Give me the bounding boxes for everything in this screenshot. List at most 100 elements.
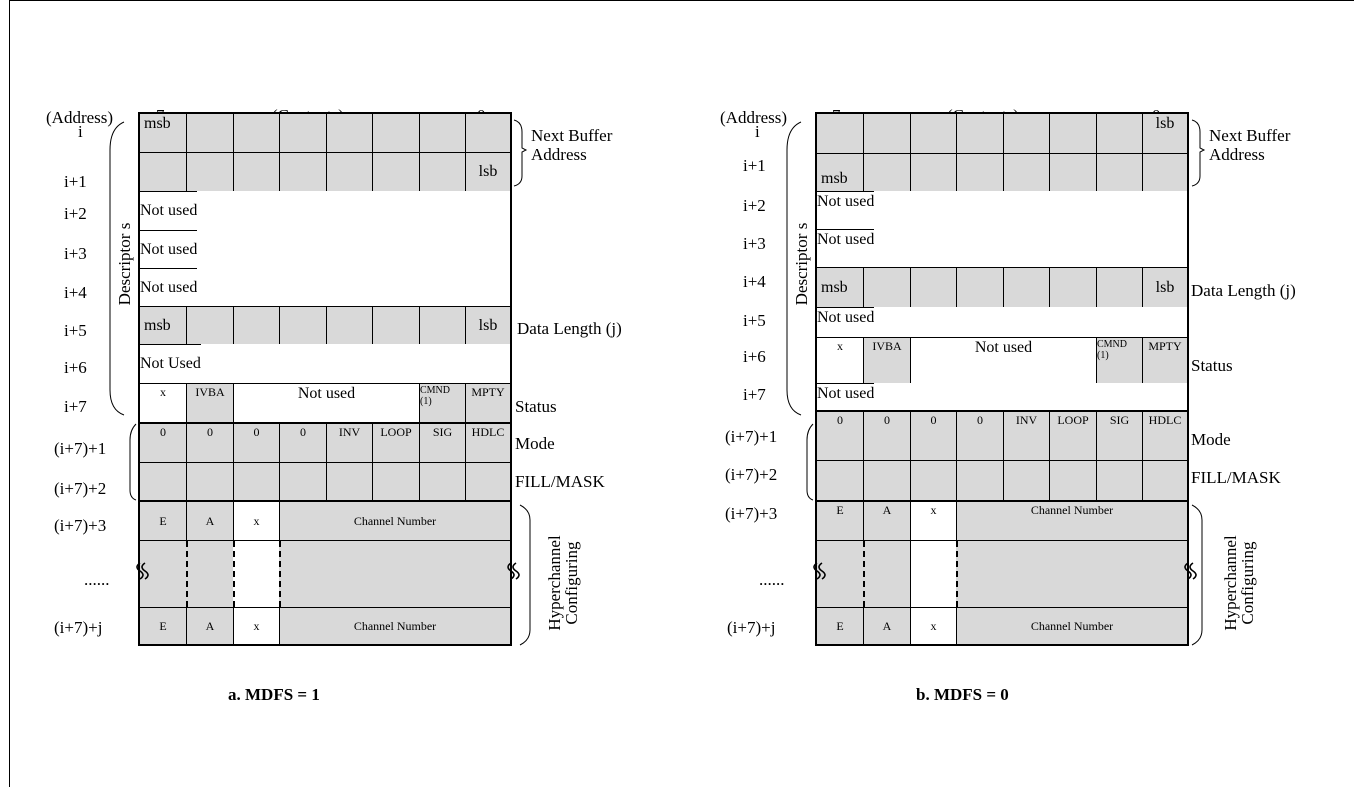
cell xyxy=(372,307,419,344)
address-label: i+6 xyxy=(743,347,766,366)
hyperchannel-bracket xyxy=(1191,504,1203,646)
row-i: msb xyxy=(140,114,510,152)
cell xyxy=(372,463,419,500)
cell xyxy=(233,307,279,344)
cell xyxy=(279,153,326,191)
cmnd-text: CMND xyxy=(420,385,451,396)
next-buffer-bracket xyxy=(1191,119,1206,187)
cell-x: x xyxy=(910,608,956,644)
cell xyxy=(956,114,1003,153)
label-address: Address xyxy=(531,145,587,164)
row-i6: x IVBA Not used CMND (1) MPTY xyxy=(817,337,1187,383)
cell-msb: msb xyxy=(140,114,186,152)
row-i5: Not used xyxy=(817,307,875,337)
cell xyxy=(372,114,419,152)
cell xyxy=(326,153,372,191)
address-label: i xyxy=(78,122,83,141)
cell xyxy=(863,114,910,153)
cmnd-text: CMND xyxy=(1097,339,1128,350)
cell-ivba: IVBA xyxy=(186,384,233,422)
cell-a: A xyxy=(186,608,233,644)
row-fill-mask xyxy=(817,460,1187,500)
cell xyxy=(186,114,233,152)
address-label: i+7 xyxy=(64,397,87,416)
cell-mpty: MPTY xyxy=(465,384,510,422)
cell xyxy=(279,541,510,607)
caption-a: a. MDFS = 1 xyxy=(228,685,320,704)
row-i1: lsb xyxy=(140,152,510,191)
cell-mpty: MPTY xyxy=(1142,338,1187,383)
cell xyxy=(1003,461,1049,500)
address-label: i+4 xyxy=(743,272,766,291)
row-channel-middle xyxy=(140,540,510,607)
row-i2: Not used xyxy=(817,191,875,229)
cell xyxy=(1096,268,1142,307)
cell-sig: SIG xyxy=(1096,412,1142,460)
row-i3: Not used xyxy=(817,229,875,267)
cell xyxy=(1049,268,1096,307)
cell-zero: 0 xyxy=(233,424,279,462)
row-i1: msb xyxy=(817,153,1187,191)
cmnd-note: (1) xyxy=(1097,350,1109,361)
cell xyxy=(1096,461,1142,500)
cell xyxy=(326,463,372,500)
label-mode: Mode xyxy=(515,434,555,453)
cell-not-used: Not used xyxy=(140,269,198,306)
label-next-buffer: Next Buffer xyxy=(1209,126,1291,145)
cell xyxy=(1049,114,1096,153)
cell xyxy=(279,463,326,500)
row-mode: 0 0 0 0 INV LOOP SIG HDLC xyxy=(140,422,510,462)
cell-hdlc: HDLC xyxy=(465,424,510,462)
cell xyxy=(419,114,465,152)
label-status: Status xyxy=(515,397,557,416)
cell-x: x xyxy=(233,502,279,540)
cell xyxy=(863,541,910,607)
cell-sig: SIG xyxy=(419,424,465,462)
address-label: (i+7)+2 xyxy=(54,479,107,498)
cell-a: A xyxy=(863,502,910,540)
cell xyxy=(140,463,186,500)
row-fill-mask xyxy=(140,462,510,500)
cell xyxy=(863,461,910,500)
cell xyxy=(910,268,956,307)
row-i: lsb xyxy=(817,114,1187,153)
cell-x: x xyxy=(233,608,279,644)
cell xyxy=(956,268,1003,307)
cell xyxy=(465,114,510,152)
cell xyxy=(863,154,910,191)
cell-not-used: Not used xyxy=(817,308,875,337)
cell-zero: 0 xyxy=(910,412,956,460)
cell-channel-number: Channel Number xyxy=(956,608,1187,644)
cell-zero: 0 xyxy=(186,424,233,462)
cell xyxy=(1003,268,1049,307)
cell xyxy=(1096,154,1142,191)
address-label: i+2 xyxy=(743,196,766,215)
mode-bracket xyxy=(806,423,814,501)
cmnd-note: (1) xyxy=(420,396,432,407)
address-label: i+5 xyxy=(743,311,766,330)
break-mark-right xyxy=(1184,562,1197,580)
cell xyxy=(233,153,279,191)
descriptors-bracket xyxy=(786,121,802,416)
cell-a: A xyxy=(186,502,233,540)
cell xyxy=(186,307,233,344)
register-table-a: msb lsb Not used Not used Not use xyxy=(138,112,512,646)
address-label: (i+7)+2 xyxy=(725,465,778,484)
label-data-length: Data Length (j) xyxy=(1191,281,1296,300)
cell xyxy=(279,307,326,344)
cell xyxy=(233,463,279,500)
next-buffer-bracket xyxy=(513,119,528,187)
cell xyxy=(1049,461,1096,500)
row-i2: Not used xyxy=(140,191,198,230)
row-i6: Not Used xyxy=(140,344,201,383)
cell xyxy=(910,461,956,500)
cell-cmnd: CMND (1) xyxy=(1096,338,1142,383)
address-label: (i+7)+3 xyxy=(725,504,778,523)
cell-channel-number: Channel Number xyxy=(956,502,1187,540)
cell-e: E xyxy=(140,608,186,644)
address-label: i+7 xyxy=(743,385,766,404)
address-label: i+1 xyxy=(64,172,87,191)
cell-lsb: lsb xyxy=(1142,268,1187,307)
cell-channel-number: Channel Number xyxy=(279,502,510,540)
cell xyxy=(1142,461,1187,500)
